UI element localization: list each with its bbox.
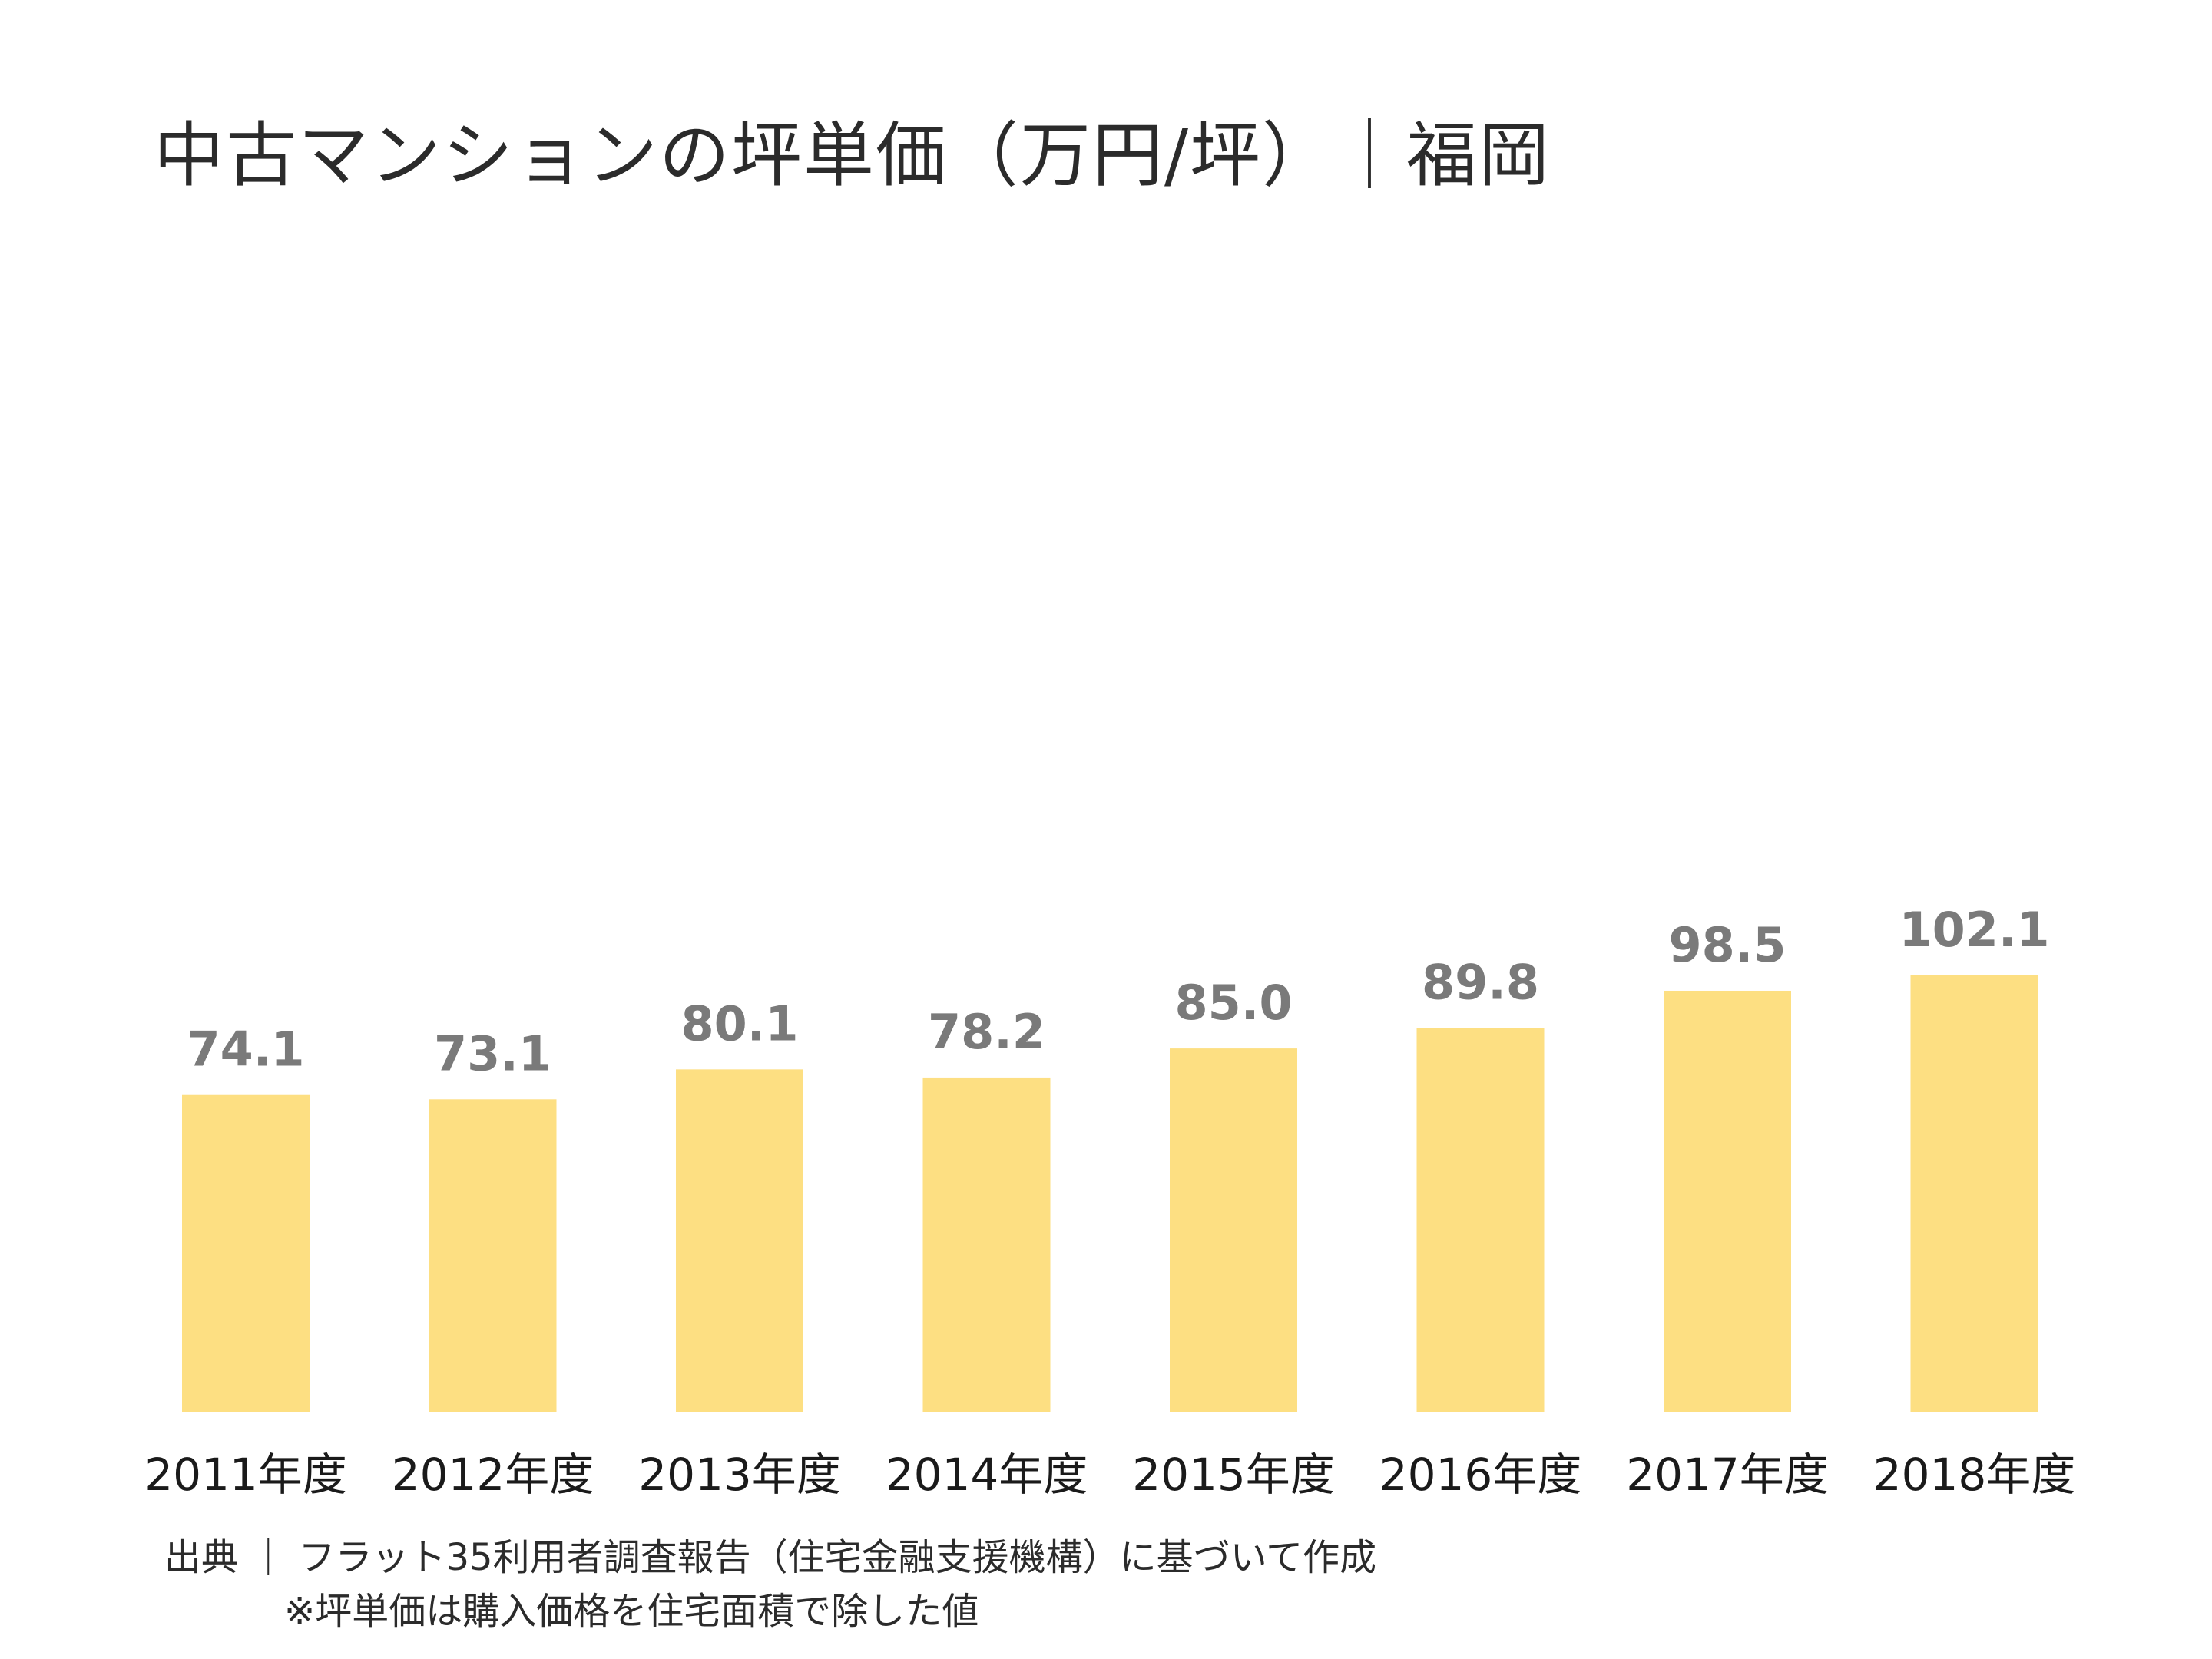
category-label-2013年度: 2013年度	[638, 1449, 841, 1501]
value-label-2017年度: 98.5	[1669, 917, 1786, 973]
category-labels-group: 2011年度 2012年度 2013年度 2014年度 2015年度 2016年度 2017…	[144, 1449, 2075, 1501]
category-label-2017年度: 2017年度	[1626, 1449, 1829, 1501]
category-label-2014年度: 2014年度	[886, 1449, 1088, 1501]
bars-group	[182, 975, 2038, 1412]
value-label-2018年度: 102.1	[1899, 902, 2049, 958]
category-label-2015年度: 2015年度	[1132, 1449, 1335, 1501]
category-label-2012年度: 2012年度	[392, 1449, 594, 1501]
value-labels-group: 74.1 73.1 80.1 78.2 85.0 89.8 98.5 102.1	[187, 902, 2050, 1081]
source-note: 出典 ｜ フラット35利用者調査報告（住宅金融支援機構）に基づいて作成	[164, 1536, 1377, 1579]
bar-2015年度	[1170, 1048, 1297, 1412]
category-label-2016年度: 2016年度	[1379, 1449, 1582, 1501]
bar-2017年度	[1664, 990, 1791, 1412]
value-label-2016年度: 89.8	[1422, 954, 1539, 1010]
bar-2014年度	[922, 1077, 1051, 1412]
bar-2016年度	[1416, 1028, 1545, 1412]
value-label-2011年度: 74.1	[187, 1022, 305, 1078]
bar-2013年度	[676, 1069, 803, 1412]
value-label-2012年度: 73.1	[434, 1025, 551, 1081]
value-label-2014年度: 78.2	[928, 1004, 1045, 1060]
bar-2018年度	[1910, 975, 2038, 1412]
category-label-2011年度: 2011年度	[144, 1449, 347, 1501]
bar-2011年度	[182, 1094, 310, 1412]
bar-2012年度	[429, 1099, 557, 1412]
category-label-2018年度: 2018年度	[1873, 1449, 2076, 1501]
value-label-2013年度: 80.1	[681, 995, 799, 1051]
chart-title: 中古マンションの坪単価（万円/坪）｜福岡	[154, 114, 1551, 197]
footnote: ※坪単価は購入価格を住宅面積で除した値	[284, 1590, 979, 1633]
value-label-2015年度: 85.0	[1175, 975, 1293, 1031]
